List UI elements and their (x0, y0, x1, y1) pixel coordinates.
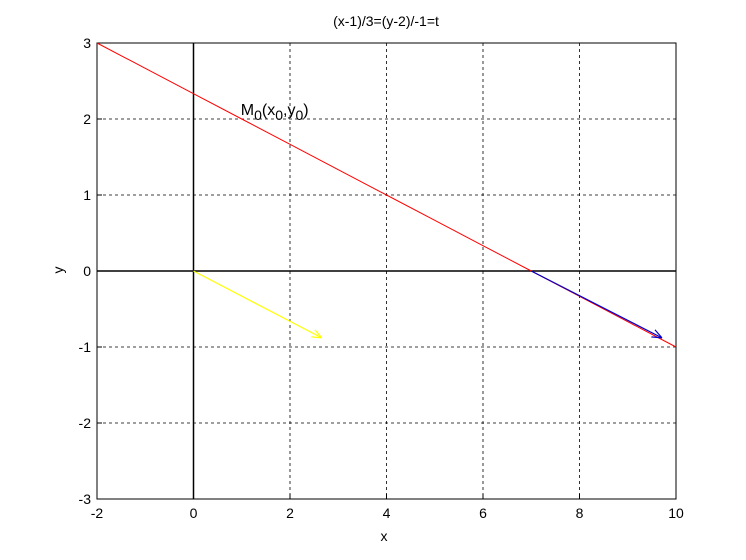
x-tick-label: 6 (479, 505, 487, 521)
x-tick-label: 10 (668, 505, 684, 521)
annotation-part: 0 (275, 107, 283, 123)
annotation-part: 0 (254, 107, 262, 123)
y-axis-label: y (50, 267, 66, 274)
x-axis-label: x (381, 528, 388, 544)
arrow (530, 270, 662, 338)
y-tick-label: 0 (83, 263, 91, 279)
annotation: M0(x0,y0) (241, 102, 309, 123)
x-tick-label: 4 (383, 505, 391, 521)
y-tick-label: 1 (83, 187, 91, 203)
annotation-part: ,y (283, 102, 295, 119)
y-tick-label: -1 (79, 339, 92, 355)
y-tick-label: -2 (79, 415, 92, 431)
y-tick-label: -3 (79, 491, 92, 507)
x-tick-label: 8 (576, 505, 584, 521)
chart-title: (x-1)/3=(y-2)/-1=t (333, 13, 439, 29)
annotation-part: 0 (295, 107, 303, 123)
annotation-part: M (241, 102, 254, 119)
y-tick-label: 2 (83, 111, 91, 127)
y-tick-label: 3 (83, 35, 91, 51)
annotation-part: ) (303, 102, 308, 119)
annotation-part: (x (262, 102, 275, 119)
x-tick-label: 0 (190, 505, 198, 521)
x-tick-label: 2 (286, 505, 294, 521)
arrow (193, 270, 322, 338)
x-tick-label: -2 (91, 505, 104, 521)
